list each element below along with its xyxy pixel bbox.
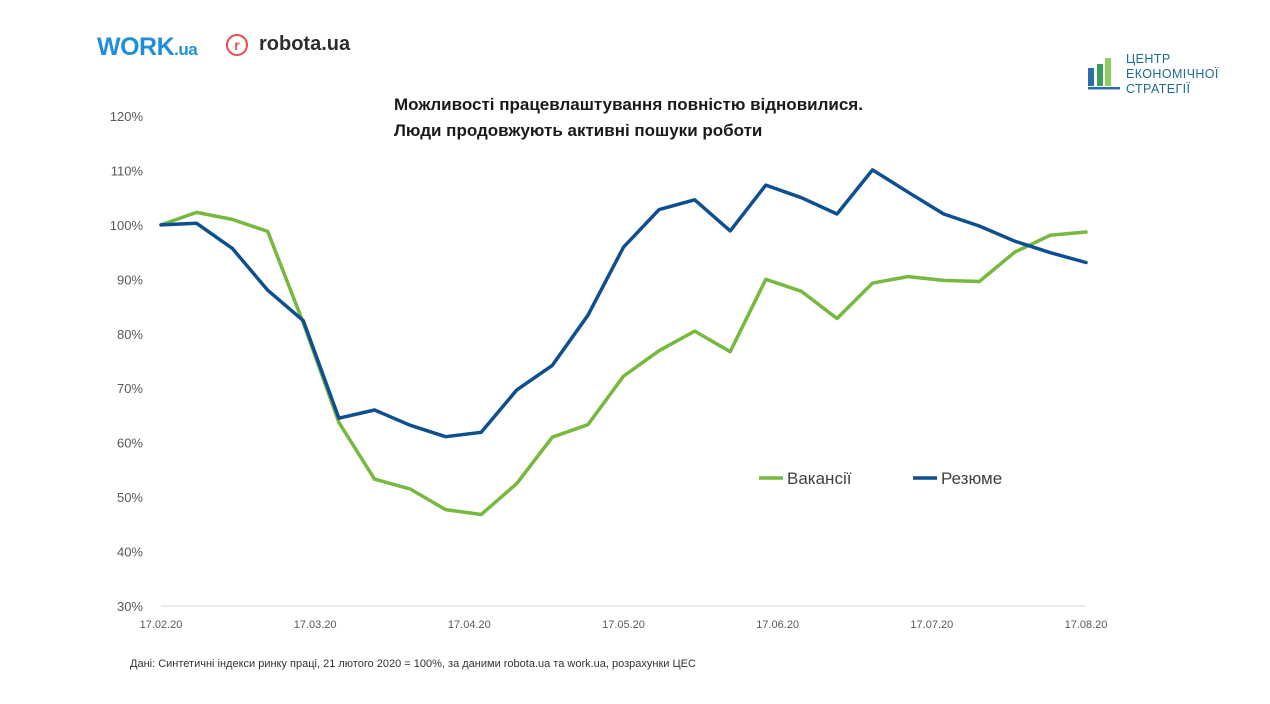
- footnote: Дані: Синтетичні індекси ринку праці, 21…: [130, 658, 696, 670]
- y-tick-label: 30%: [117, 599, 143, 614]
- ces-bars-icon: [1088, 58, 1120, 90]
- robota-ua-logo-text: robota.ua: [259, 33, 351, 55]
- y-tick-label: 120%: [110, 109, 144, 124]
- ces-logo-line2: ЕКОНОМІЧНОЇ: [1126, 67, 1219, 81]
- y-tick-label: 50%: [117, 490, 143, 505]
- x-tick-label: 17.05.20: [602, 619, 645, 631]
- robota-circle-icon: r: [226, 33, 248, 56]
- work-ua-logo: WORK.ua: [97, 33, 198, 62]
- y-tick-label: 90%: [117, 272, 143, 287]
- legend-label-vacancies: Вакансії: [787, 469, 852, 488]
- x-tick-label: 17.07.20: [910, 619, 953, 631]
- x-tick-label: 17.03.20: [294, 619, 337, 631]
- x-tick-label: 17.04.20: [448, 619, 491, 631]
- y-tick-label: 60%: [117, 436, 143, 451]
- y-tick-label: 40%: [117, 545, 143, 560]
- chart-subtitle: Люди продовжують активні пошуки роботи: [394, 121, 763, 140]
- chart-title-block: Можливості працевлаштування повністю від…: [394, 92, 863, 144]
- ces-logo-line1: ЦЕНТР: [1126, 52, 1171, 66]
- ces-logo-line3: СТРАТЕГІЇ: [1126, 82, 1191, 96]
- ces-logo-text: ЦЕНТР ЕКОНОМІЧНОЇ СТРАТЕГІЇ: [1126, 52, 1219, 97]
- ces-logo: ЦЕНТР ЕКОНОМІЧНОЇ СТРАТЕГІЇ: [1088, 52, 1219, 97]
- y-tick-label: 70%: [117, 381, 143, 396]
- x-tick-label: 17.02.20: [140, 619, 183, 631]
- legend-label-resumes: Резюме: [941, 469, 1002, 488]
- robota-ua-logo: r robota.ua: [226, 33, 350, 56]
- x-tick-label: 17.08.20: [1065, 619, 1108, 631]
- y-tick-label: 110%: [111, 163, 144, 178]
- series-line-resumes: [159, 168, 1088, 439]
- x-tick-label: 17.06.20: [756, 619, 799, 631]
- work-ua-logo-suffix: .ua: [174, 40, 198, 59]
- y-tick-label: 80%: [117, 327, 143, 342]
- chart-title: Можливості працевлаштування повністю від…: [394, 95, 863, 114]
- work-ua-logo-main: WORK: [97, 33, 175, 61]
- y-tick-label: 100%: [110, 218, 144, 233]
